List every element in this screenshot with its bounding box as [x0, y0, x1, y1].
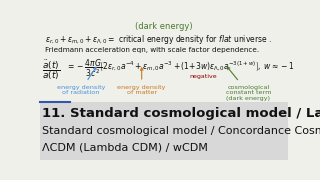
- Text: 11. Standard cosmological model / Lambda CDM: 11. Standard cosmological model / Lambda…: [43, 107, 320, 120]
- Text: Standard cosmological model / Concordance Cosmology /: Standard cosmological model / Concordanc…: [43, 126, 320, 136]
- Text: $= -\dfrac{4\pi G}{3c^2}\!\left[2\epsilon_{r,0}a^{-4} + \epsilon_{m,0}a^{-3} + (: $= -\dfrac{4\pi G}{3c^2}\!\left[2\epsilo…: [66, 58, 295, 79]
- Text: $\dfrac{\ddot{a}(t)}{a(t)}$: $\dfrac{\ddot{a}(t)}{a(t)}$: [43, 58, 60, 82]
- Text: Friedmann acceleration eqn, with scale factor dependence.: Friedmann acceleration eqn, with scale f…: [45, 47, 259, 53]
- Text: negative: negative: [190, 74, 218, 79]
- Bar: [40, 102, 288, 160]
- Text: ΛCDM (Lambda CDM) / wCDM: ΛCDM (Lambda CDM) / wCDM: [43, 142, 208, 152]
- Text: (dark energy): (dark energy): [135, 22, 193, 31]
- Text: $\epsilon_{r,0} + \epsilon_{m,0} + \epsilon_{\Lambda,0} = $ critical energy dens: $\epsilon_{r,0} + \epsilon_{m,0} + \epsi…: [45, 33, 272, 46]
- Text: energy density
of matter: energy density of matter: [117, 68, 166, 95]
- Text: energy density
of radiation: energy density of radiation: [57, 67, 105, 95]
- Text: cosmological
constant term
(dark energy): cosmological constant term (dark energy): [226, 67, 271, 101]
